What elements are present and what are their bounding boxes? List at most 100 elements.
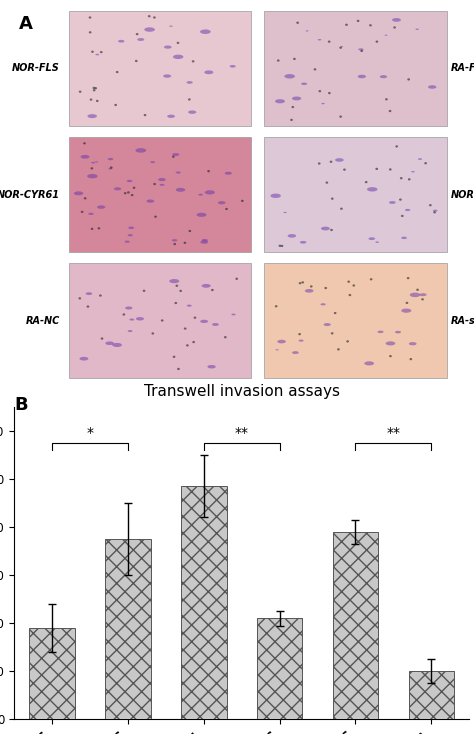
Ellipse shape xyxy=(128,234,133,236)
Ellipse shape xyxy=(405,209,410,211)
Circle shape xyxy=(406,302,408,304)
Ellipse shape xyxy=(367,187,377,192)
Ellipse shape xyxy=(305,289,313,293)
Circle shape xyxy=(89,31,91,34)
Text: RA-NC: RA-NC xyxy=(26,316,60,326)
FancyBboxPatch shape xyxy=(69,11,251,126)
Ellipse shape xyxy=(419,294,427,297)
Ellipse shape xyxy=(74,192,83,195)
FancyBboxPatch shape xyxy=(264,137,447,252)
Circle shape xyxy=(337,348,340,351)
Ellipse shape xyxy=(109,168,112,170)
Circle shape xyxy=(100,51,103,54)
Ellipse shape xyxy=(409,342,417,345)
Ellipse shape xyxy=(87,174,98,178)
Circle shape xyxy=(345,23,348,26)
Ellipse shape xyxy=(415,29,419,30)
Circle shape xyxy=(122,313,125,316)
Circle shape xyxy=(188,98,191,101)
Bar xyxy=(29,628,75,719)
Circle shape xyxy=(94,87,97,90)
Ellipse shape xyxy=(150,161,155,163)
Circle shape xyxy=(410,358,412,360)
Ellipse shape xyxy=(375,241,379,243)
Ellipse shape xyxy=(125,241,130,243)
Circle shape xyxy=(127,192,130,194)
Ellipse shape xyxy=(198,194,203,196)
Ellipse shape xyxy=(212,323,219,326)
FancyBboxPatch shape xyxy=(69,137,251,252)
Ellipse shape xyxy=(186,81,193,84)
Circle shape xyxy=(91,167,93,170)
Circle shape xyxy=(91,51,94,53)
Circle shape xyxy=(352,284,355,287)
Text: RA-siRNA: RA-siRNA xyxy=(451,316,474,326)
Circle shape xyxy=(193,316,196,319)
Ellipse shape xyxy=(137,38,144,41)
Circle shape xyxy=(433,211,436,214)
Ellipse shape xyxy=(380,75,387,79)
Circle shape xyxy=(365,181,367,184)
Circle shape xyxy=(184,327,187,330)
Ellipse shape xyxy=(204,70,213,74)
Circle shape xyxy=(277,59,280,62)
Circle shape xyxy=(339,46,342,49)
Circle shape xyxy=(331,333,334,335)
Circle shape xyxy=(298,333,301,335)
Ellipse shape xyxy=(201,241,208,244)
Circle shape xyxy=(319,90,321,92)
Ellipse shape xyxy=(81,155,90,159)
Ellipse shape xyxy=(229,65,236,68)
Ellipse shape xyxy=(299,340,304,341)
Circle shape xyxy=(395,145,398,148)
Ellipse shape xyxy=(401,308,411,313)
Ellipse shape xyxy=(384,34,387,36)
Ellipse shape xyxy=(128,227,134,229)
Ellipse shape xyxy=(136,148,146,153)
Circle shape xyxy=(79,90,82,92)
Ellipse shape xyxy=(160,184,164,186)
Ellipse shape xyxy=(172,153,179,156)
Ellipse shape xyxy=(324,323,331,326)
Circle shape xyxy=(347,280,350,283)
Circle shape xyxy=(177,42,179,44)
Circle shape xyxy=(385,98,388,101)
Ellipse shape xyxy=(335,158,344,161)
Ellipse shape xyxy=(377,330,383,333)
Ellipse shape xyxy=(176,188,185,192)
Ellipse shape xyxy=(271,194,281,198)
Circle shape xyxy=(224,336,227,338)
Ellipse shape xyxy=(172,239,177,241)
Ellipse shape xyxy=(225,172,232,175)
Circle shape xyxy=(389,168,392,170)
Ellipse shape xyxy=(292,96,301,101)
Circle shape xyxy=(408,178,410,181)
Circle shape xyxy=(153,183,156,185)
Ellipse shape xyxy=(86,292,92,295)
Title: Transwell invasion assays: Transwell invasion assays xyxy=(144,384,340,399)
Text: NOR-FLS: NOR-FLS xyxy=(12,63,60,73)
Ellipse shape xyxy=(368,237,375,240)
Ellipse shape xyxy=(321,103,325,104)
Circle shape xyxy=(407,277,410,279)
Ellipse shape xyxy=(91,161,95,164)
Circle shape xyxy=(83,142,86,145)
Circle shape xyxy=(99,294,102,297)
Circle shape xyxy=(343,169,346,171)
Ellipse shape xyxy=(410,293,420,297)
Ellipse shape xyxy=(127,180,132,182)
Ellipse shape xyxy=(340,46,343,47)
Ellipse shape xyxy=(146,200,154,203)
Bar xyxy=(105,539,151,719)
Circle shape xyxy=(93,89,96,92)
Circle shape xyxy=(324,287,327,289)
Circle shape xyxy=(329,161,332,163)
Ellipse shape xyxy=(200,29,211,34)
Ellipse shape xyxy=(80,357,88,360)
Ellipse shape xyxy=(306,30,309,32)
Circle shape xyxy=(393,26,396,29)
Circle shape xyxy=(407,79,410,81)
Circle shape xyxy=(340,208,343,210)
Circle shape xyxy=(296,21,299,24)
Circle shape xyxy=(357,20,359,22)
